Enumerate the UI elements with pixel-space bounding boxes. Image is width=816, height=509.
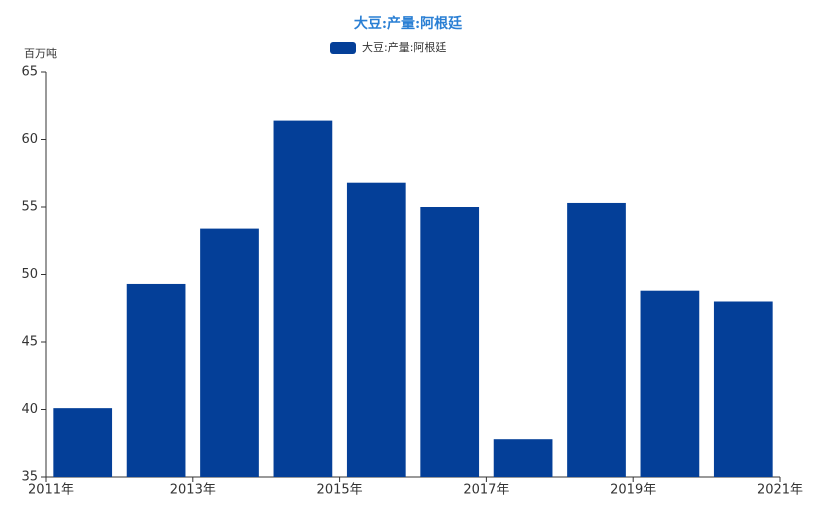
bar [493, 439, 553, 477]
x-tick-label: 2015年 [317, 483, 363, 498]
y-tick-label: 40 [21, 402, 38, 417]
y-tick-label: 35 [21, 470, 38, 485]
bar [567, 202, 626, 477]
legend-label: 大豆:产量:阿根廷 [362, 40, 446, 54]
y-tick-label: 65 [21, 65, 38, 80]
x-tick-label: 2013年 [170, 483, 216, 498]
bar [640, 290, 700, 477]
y-tick-label: 55 [21, 200, 38, 215]
y-tick-label: 45 [21, 335, 38, 350]
bar [126, 283, 186, 477]
bar [346, 182, 406, 477]
legend-swatch [330, 42, 356, 54]
bar [53, 408, 113, 477]
y-tick-label: 50 [21, 267, 38, 282]
x-tick-label: 2011年 [28, 483, 74, 498]
x-tick-label: 2019年 [610, 483, 656, 498]
bar [273, 120, 333, 477]
y-tick-label: 60 [21, 132, 38, 147]
x-tick-label: 2021年 [757, 483, 803, 498]
bar [200, 228, 259, 477]
x-tick-label: 2017年 [463, 483, 509, 498]
bar [713, 301, 773, 477]
bar [420, 207, 480, 477]
chart-title: 大豆:产量:阿根廷 [354, 15, 463, 32]
y-unit: 百万吨 [24, 47, 57, 60]
